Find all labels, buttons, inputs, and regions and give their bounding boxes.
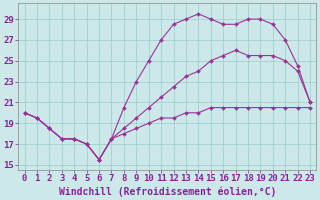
X-axis label: Windchill (Refroidissement éolien,°C): Windchill (Refroidissement éolien,°C) (59, 186, 276, 197)
